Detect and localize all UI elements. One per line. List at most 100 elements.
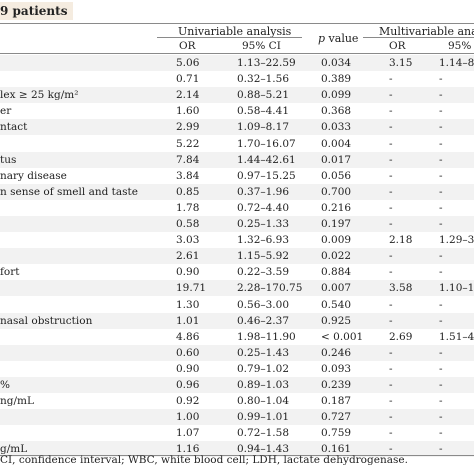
confidence-interval: 0.97–15.25 [237,169,296,182]
odds-ratio: 0.96 [176,379,200,391]
table-bottom-rule [0,455,474,456]
table-row: lex ≥ 25 kg/m² 2.14 0.88–5.21 0.099 - - [0,87,474,104]
odds-ratio: 0.60 [176,346,200,359]
p-symbol: p [318,32,326,45]
confidence-interval: 0.25–1.43 [237,346,290,359]
table-row: fort 0.90 0.22–3.59 0.884 - - [0,264,474,280]
multivariable-underline [363,37,474,38]
table-body: 5.06 1.13–22.59 0.034 3.15 1.14–8 0.71 0.32–1.… [0,55,474,458]
table-row: 5.06 1.13–22.59 0.034 3.15 1.14–8 [0,55,474,72]
p-value: 0.022 [321,250,352,263]
row-label: ng/mL [0,395,34,408]
confidence-interval: 1.44–42.61 [237,153,296,166]
odds-ratio: 2.99 [176,121,200,134]
table-row: 3.03 1.32–6.93 0.009 2.18 1.29–3 [0,232,474,248]
p-value: 0.161 [321,443,352,456]
confidence-interval: 1.13–22.59 [237,57,296,69]
multivariable-confidence-interval: - [439,89,443,102]
multivariable-confidence-interval: - [439,185,443,198]
p-value: 0.004 [321,137,352,150]
confidence-interval: 0.25–1.33 [237,218,290,230]
row-label: nary disease [0,169,67,182]
multivariable-odds-ratio: - [389,314,393,327]
p-value: 0.017 [321,153,352,166]
confidence-interval: 0.80–1.04 [237,395,290,408]
p-value: 0.389 [321,73,352,86]
odds-ratio: 0.58 [176,218,200,230]
odds-ratio: 0.90 [176,266,200,279]
p-value: 0.187 [321,395,352,408]
multivariable-odds-ratio: 2.69 [389,330,413,343]
odds-ratio: 1.30 [176,298,200,311]
multivariable-confidence-interval: - [439,346,443,359]
p-value: 0.540 [321,298,352,311]
multivariable-odds-ratio: - [389,266,393,279]
odds-ratio: 1.00 [176,411,200,424]
p-value-label: value [328,32,359,45]
confidence-interval: 1.70–16.07 [237,137,296,150]
odds-ratio: 1.07 [176,427,200,440]
odds-ratio: 1.78 [176,201,200,214]
multivariable-ci-header: 95% C [448,40,474,52]
multivariable-confidence-interval: 1.10–1 [439,282,474,295]
table-row: 19.71 2.28–170.75 0.007 3.58 1.10–1 [0,280,474,297]
multivariable-confidence-interval: - [439,105,443,118]
odds-ratio: 1.16 [176,443,200,456]
p-value: < 0.001 [321,330,364,343]
table-row: nasal obstruction 1.01 0.46–2.37 0.925 - - [0,312,474,329]
p-value: 0.727 [321,411,352,424]
multivariable-odds-ratio: - [389,362,393,375]
confidence-interval: 0.32–1.56 [237,73,290,86]
confidence-interval: 1.15–5.92 [237,250,290,263]
odds-ratio: 0.92 [176,395,200,408]
multivariable-confidence-interval: - [439,379,443,391]
table-row: n sense of smell and taste 0.85 0.37–1.96 0… [0,183,474,200]
p-value: 0.759 [321,427,352,440]
table-row: nary disease 3.84 0.97–15.25 0.056 - - [0,168,474,184]
multivariable-odds-ratio: - [389,379,393,391]
odds-ratio: 2.61 [176,250,200,263]
multivariable-confidence-interval: - [439,411,443,424]
multivariable-odds-ratio: - [389,105,393,118]
multivariable-odds-ratio: 3.58 [389,282,413,295]
p-value: 0.056 [321,169,352,182]
odds-ratio: 4.86 [176,330,200,343]
p-value: 0.700 [321,185,352,198]
table-row: ng/mL 0.92 0.80–1.04 0.187 - - [0,393,474,409]
multivariable-odds-ratio: - [389,346,393,359]
p-value: 0.368 [321,105,352,118]
multivariable-odds-ratio: - [389,73,393,86]
multivariable-odds-ratio: - [389,427,393,440]
p-value: 0.239 [321,379,352,391]
confidence-interval: 0.94–1.43 [237,443,290,456]
odds-ratio: 3.84 [176,169,200,182]
multivariable-confidence-interval: - [439,250,443,263]
multivariable-odds-ratio: - [389,218,393,230]
odds-ratio: 0.85 [176,185,200,198]
multivariable-odds-ratio: - [389,395,393,408]
p-value: 0.093 [321,362,352,375]
multivariable-confidence-interval: - [439,427,443,440]
odds-ratio: 1.60 [176,105,200,118]
confidence-interval: 0.88–5.21 [237,89,290,102]
row-label: er [0,105,12,118]
multivariable-odds-ratio: 3.15 [389,57,413,69]
multivariable-or-header: OR [389,40,406,52]
univariable-underline [157,37,302,38]
multivariable-confidence-interval: 1.14–8 [439,57,474,69]
multivariable-confidence-interval: - [439,153,443,166]
odds-ratio: 0.90 [176,362,200,375]
row-label: fort [0,266,20,279]
multivariable-odds-ratio: - [389,137,393,150]
header-bottom-rule [0,53,474,54]
table-row: ntact 2.99 1.09–8.17 0.033 - - [0,119,474,136]
multivariable-odds-ratio: - [389,121,393,134]
table-row: 1.00 0.99–1.01 0.727 - - [0,409,474,426]
or-header: OR [179,40,196,52]
row-label: n sense of smell and taste [0,185,138,198]
confidence-interval: 0.46–2.37 [237,314,290,327]
multivariable-confidence-interval: - [439,362,443,375]
table-row: 0.71 0.32–1.56 0.389 - - [0,71,474,87]
confidence-interval: 2.28–170.75 [237,282,303,295]
multivariable-confidence-interval: - [439,169,443,182]
